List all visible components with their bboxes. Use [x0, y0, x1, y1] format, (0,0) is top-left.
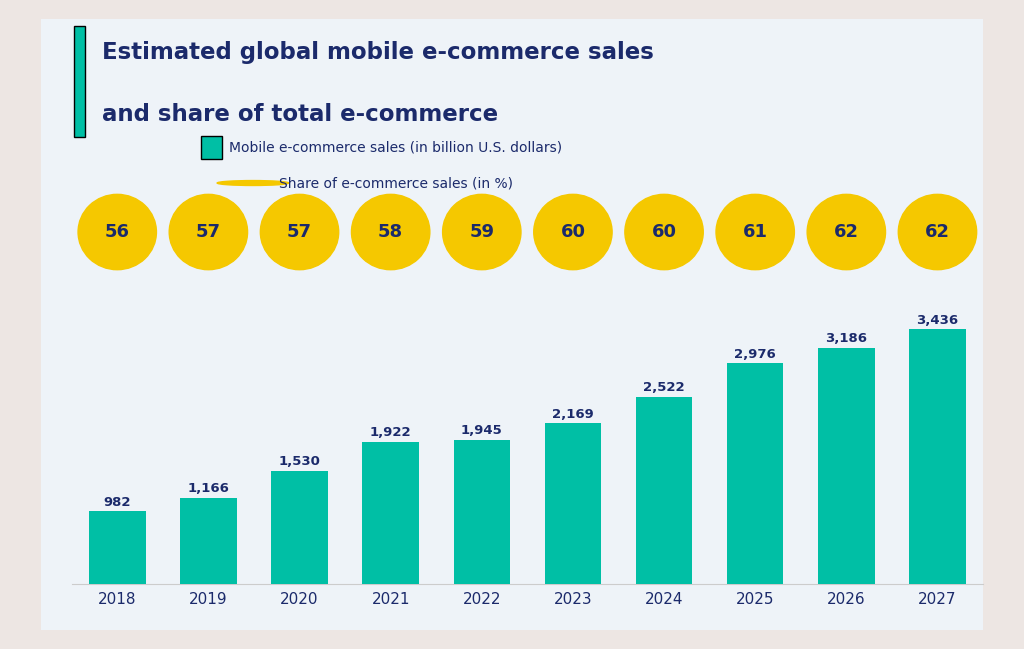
Text: 982: 982 — [103, 496, 131, 509]
Text: 57: 57 — [196, 223, 221, 241]
Text: Estimated global mobile e-commerce sales: Estimated global mobile e-commerce sales — [102, 42, 654, 64]
Bar — [636, 397, 692, 584]
Circle shape — [78, 194, 157, 270]
Text: 1,922: 1,922 — [370, 426, 412, 439]
Text: 56: 56 — [104, 223, 130, 241]
Circle shape — [217, 180, 289, 186]
Circle shape — [625, 194, 703, 270]
Bar — [909, 329, 966, 584]
Text: 60: 60 — [560, 223, 586, 241]
Text: 57: 57 — [287, 223, 312, 241]
Circle shape — [534, 194, 612, 270]
Text: 2,522: 2,522 — [643, 382, 685, 395]
Text: 62: 62 — [925, 223, 950, 241]
Text: 59: 59 — [469, 223, 495, 241]
FancyBboxPatch shape — [74, 25, 85, 137]
Bar — [454, 440, 510, 584]
Text: Share of e-commerce sales (in %): Share of e-commerce sales (in %) — [280, 176, 513, 190]
Circle shape — [898, 194, 977, 270]
Text: 3,186: 3,186 — [825, 332, 867, 345]
Bar — [180, 498, 237, 584]
Circle shape — [807, 194, 886, 270]
Text: 58: 58 — [378, 223, 403, 241]
Text: Mobile e-commerce sales (in billion U.S. dollars): Mobile e-commerce sales (in billion U.S.… — [229, 141, 562, 155]
Bar — [727, 363, 783, 584]
Bar — [89, 511, 145, 584]
Text: 1,945: 1,945 — [461, 424, 503, 437]
Bar — [271, 471, 328, 584]
Text: 2,976: 2,976 — [734, 348, 776, 361]
Text: 60: 60 — [651, 223, 677, 241]
Text: 3,436: 3,436 — [916, 313, 958, 326]
Bar — [362, 441, 419, 584]
Text: 62: 62 — [834, 223, 859, 241]
Circle shape — [716, 194, 795, 270]
Circle shape — [442, 194, 521, 270]
FancyBboxPatch shape — [32, 14, 992, 635]
Text: 2,169: 2,169 — [552, 408, 594, 421]
Text: and share of total e-commerce: and share of total e-commerce — [102, 103, 499, 126]
FancyBboxPatch shape — [201, 136, 222, 159]
Text: 61: 61 — [742, 223, 768, 241]
Text: 1,166: 1,166 — [187, 482, 229, 495]
Circle shape — [351, 194, 430, 270]
Text: 1,530: 1,530 — [279, 455, 321, 468]
Circle shape — [169, 194, 248, 270]
Bar — [818, 348, 874, 584]
Circle shape — [260, 194, 339, 270]
Bar — [545, 423, 601, 584]
